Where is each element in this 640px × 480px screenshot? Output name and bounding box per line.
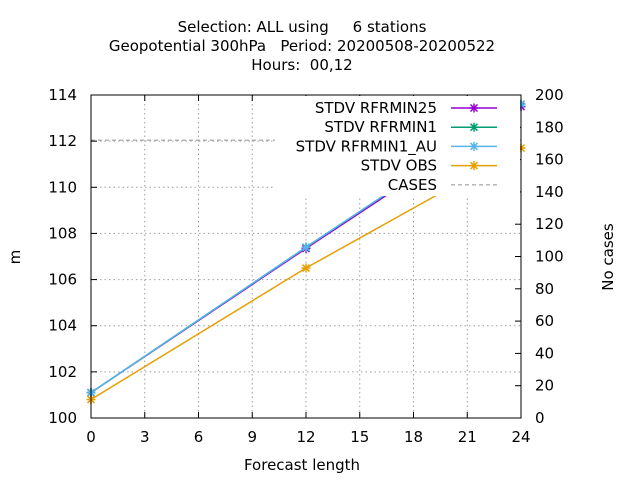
title-line-3: Hours: 00,12 xyxy=(251,56,352,74)
x-tick-label-1: 3 xyxy=(140,428,150,446)
y2-tick-label-5: 100 xyxy=(535,248,564,266)
y2-tick-label-9: 180 xyxy=(535,118,564,136)
legend-label-1: STDV RFRMIN1 xyxy=(324,118,437,136)
y2-tick-label-1: 20 xyxy=(535,377,554,395)
x-tick-label-3: 9 xyxy=(247,428,257,446)
legend-marker-3 xyxy=(469,161,479,171)
y-tick-label-3: 106 xyxy=(48,271,77,289)
x-tick-label-8: 24 xyxy=(511,428,530,446)
chart-title: Selection: ALL using 6 stationsGeopotent… xyxy=(109,18,495,74)
legend-label-2: STDV RFRMIN1_AU xyxy=(296,137,437,156)
y2-tick-label-4: 80 xyxy=(535,280,554,298)
legend-label-4: CASES xyxy=(388,176,437,194)
y-axis-ticks: 100 102 104 106 108 110 112 114 xyxy=(48,86,97,427)
y-tick-label-0: 100 xyxy=(48,409,77,427)
x-tick-label-2: 6 xyxy=(194,428,204,446)
y2-tick-label-10: 200 xyxy=(535,86,564,104)
legend-marker-1 xyxy=(469,122,479,132)
series-3-point-1 xyxy=(301,263,311,273)
y2-tick-label-8: 160 xyxy=(535,151,564,169)
x-tick-label-5: 15 xyxy=(350,428,369,446)
y2-axis-label: No cases xyxy=(599,223,617,291)
y2-tick-label-6: 120 xyxy=(535,215,564,233)
y-tick-label-6: 112 xyxy=(48,132,77,150)
y2-tick-label-0: 0 xyxy=(535,409,545,427)
legend-marker-0 xyxy=(469,103,479,113)
x-axis-label: Forecast length xyxy=(244,456,360,474)
y2-tick-label-3: 60 xyxy=(535,312,554,330)
title-line-1: Selection: ALL using 6 stations xyxy=(178,18,427,36)
x-tick-label-0: 0 xyxy=(86,428,96,446)
x-tick-label-7: 21 xyxy=(458,428,477,446)
y-tick-label-7: 114 xyxy=(48,86,77,104)
legend-label-3: STDV OBS xyxy=(361,157,437,175)
x-tick-label-6: 18 xyxy=(404,428,423,446)
y-tick-label-1: 102 xyxy=(48,363,77,381)
y-axis-label: m xyxy=(6,250,24,265)
legend-label-0: STDV RFRMIN25 xyxy=(315,99,437,117)
y-tick-label-4: 108 xyxy=(48,224,77,242)
x-tick-label-4: 12 xyxy=(296,428,315,446)
title-line-2: Geopotential 300hPa Period: 20200508-202… xyxy=(109,37,495,55)
x-axis-ticks: 0 3 6 9 12 15 18 21 24 xyxy=(86,95,531,446)
legend-marker-2 xyxy=(469,141,479,151)
y-tick-label-2: 104 xyxy=(48,317,77,335)
y2-tick-label-7: 140 xyxy=(535,183,564,201)
y-tick-label-5: 110 xyxy=(48,178,77,196)
y2-axis-ticks: 0 20 40 60 80 100 120 140 160 180 200 xyxy=(515,86,564,427)
series-2-point-1 xyxy=(301,242,311,252)
y2-tick-label-2: 40 xyxy=(535,344,554,362)
